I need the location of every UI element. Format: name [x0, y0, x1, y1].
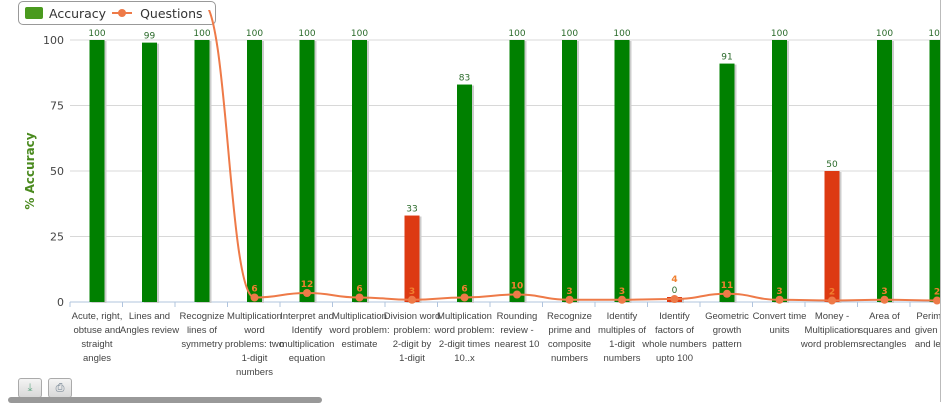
legend-questions-icon: [112, 9, 133, 17]
y-tick-label: 100: [43, 34, 64, 47]
legend-accuracy[interactable]: Accuracy: [49, 5, 107, 21]
questions-data-label: 6: [461, 285, 467, 295]
questions-data-label: 3: [409, 287, 415, 297]
questions-data-label: 4: [671, 275, 677, 285]
questions-data-label: 6: [251, 285, 257, 295]
print-button[interactable]: ⎙: [48, 378, 72, 398]
x-category-label: Multiplication word problems: two 1-digit nu…: [225, 311, 284, 378]
accuracy-bar: [247, 40, 262, 302]
questions-point: [723, 289, 731, 298]
accuracy-bar: [404, 215, 420, 302]
accuracy-data-label: 100: [771, 29, 788, 39]
x-category-label: Recognize lines of symmetry: [180, 311, 225, 350]
accuracy-bar: [719, 63, 735, 302]
legend-questions[interactable]: Questions: [140, 5, 203, 21]
questions-data-label: 2: [829, 288, 835, 298]
questions-data-label: 12: [301, 280, 314, 290]
y-axis-title: % Accuracy: [23, 132, 37, 209]
questions-point: [250, 293, 259, 302]
y-tick-label: 75: [50, 100, 64, 113]
accuracy-data-label: 100: [298, 29, 315, 39]
accuracy-data-label: 99: [144, 32, 156, 42]
questions-point: [828, 296, 836, 305]
x-category-label: Multiplication word problem: 2-digit times…: [433, 311, 494, 364]
questions-point: [513, 290, 521, 299]
y-tick-label: 50: [50, 165, 64, 178]
chart-right-border: [940, 0, 941, 402]
questions-point: [880, 295, 889, 304]
accuracy-data-label: 100: [876, 29, 893, 39]
x-category-label: Rounding review -nearest 10: [495, 311, 540, 350]
x-category-label: Interpret and Identify multiplication equat…: [280, 311, 335, 364]
x-category-label: Multiplication word problem: estimate: [328, 311, 389, 350]
x-category-label: Perimetergiven areaand length: [915, 311, 940, 350]
questions-data-label: 3: [619, 287, 625, 297]
accuracy-data-label: 33: [406, 205, 417, 215]
questions-data-label: 10: [511, 282, 524, 292]
accuracy-bar: [614, 40, 630, 302]
questions-data-label: 11: [721, 281, 734, 291]
questions-data-label: 3: [566, 287, 572, 297]
x-category-label: Acute, right, obtuse and straight angles: [72, 311, 123, 364]
accuracy-bar: [89, 40, 105, 302]
accuracy-data-label: 100: [88, 29, 105, 39]
x-category-label: Lines and Angles review: [120, 311, 179, 336]
questions-data-label: 3: [881, 287, 887, 297]
questions-data-label: 6: [356, 285, 362, 295]
accuracy-data-label: 100: [613, 29, 630, 39]
questions-point: [670, 295, 679, 303]
accuracy-data-label: 91: [721, 53, 732, 63]
accuracy-bar: [772, 40, 787, 302]
accuracy-bar: [194, 40, 210, 302]
questions-data-label: 2: [934, 288, 940, 298]
accuracy-bar: [142, 42, 157, 303]
questions-point: [355, 293, 364, 302]
x-category-label: Geometric growth pattern: [705, 311, 749, 350]
x-category-label: Area of squares and rectangles: [858, 311, 910, 350]
accuracy-data-label: 83: [459, 74, 470, 84]
legend-accuracy-swatch[interactable]: [25, 7, 43, 19]
questions-point: [775, 295, 784, 304]
accuracy-data-label: 100: [193, 29, 210, 39]
y-tick-label: 25: [50, 231, 64, 244]
accuracy-data-label: 100: [928, 29, 940, 39]
accuracy-bar: [457, 84, 472, 302]
accuracy-data-label: 0: [672, 286, 678, 296]
questions-line: [207, 10, 938, 302]
accuracy-bar: [824, 171, 840, 302]
download-button[interactable]: ⤓: [18, 378, 42, 398]
questions-point: [618, 295, 626, 304]
x-category-label: Identify factors of whole numbers upto 100: [641, 311, 707, 364]
questions-point: [460, 293, 469, 302]
accuracy-bar: [509, 40, 525, 302]
questions-point: [408, 295, 416, 304]
x-category-label: Division word problem: 2-digit by 1-digit: [384, 311, 441, 364]
chart-legend: Accuracy Questions: [18, 1, 216, 25]
horizontal-scrollbar[interactable]: [8, 397, 322, 403]
questions-data-label: 3: [776, 287, 782, 297]
x-category-label: Recognize prime and composite numbers: [547, 311, 592, 364]
questions-point: [933, 296, 940, 305]
accuracy-bar: [929, 40, 940, 302]
x-category-label: Convert time units: [753, 311, 807, 336]
accuracy-bar: [562, 40, 577, 302]
x-category-label: Money -Multiplication word problems: [800, 311, 864, 350]
questions-point: [565, 295, 574, 304]
accuracy-bar: [352, 40, 367, 302]
accuracy-bar: [299, 40, 315, 302]
questions-point: [303, 289, 311, 297]
y-tick-label: 0: [57, 296, 64, 309]
accuracy-data-label: 100: [351, 29, 368, 39]
accuracy-data-label: 100: [508, 29, 525, 39]
accuracy-bar: [877, 40, 892, 302]
accuracy-data-label: 100: [561, 29, 578, 39]
accuracy-data-label: 100: [246, 29, 263, 39]
accuracy-data-label: 50: [826, 160, 838, 170]
x-category-label: Identify multiples of 1-digit numbers: [598, 311, 646, 364]
